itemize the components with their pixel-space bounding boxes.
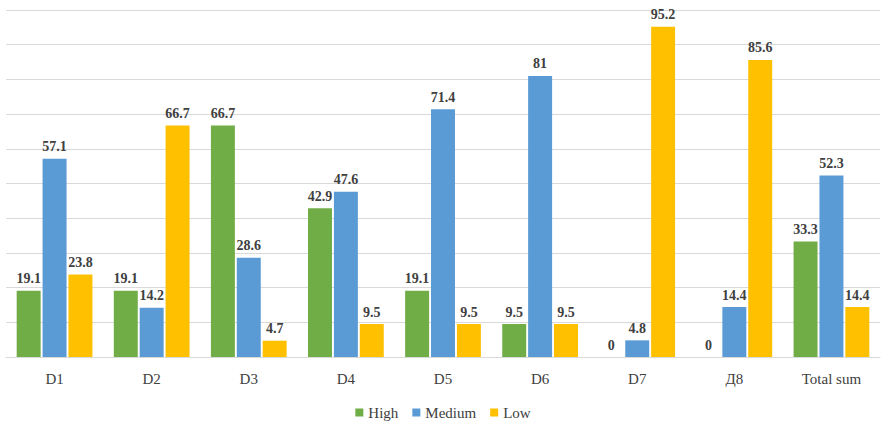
svg-text:Medium: Medium	[425, 405, 476, 421]
svg-text:14.4: 14.4	[845, 288, 870, 303]
svg-text:52.3: 52.3	[819, 156, 844, 171]
svg-text:Д8: Д8	[725, 371, 743, 387]
svg-text:D7: D7	[628, 371, 647, 387]
svg-text:19.1: 19.1	[405, 271, 430, 286]
svg-text:66.7: 66.7	[165, 106, 190, 121]
svg-text:95.2: 95.2	[651, 7, 676, 22]
svg-text:Total sum: Total sum	[802, 371, 862, 387]
svg-text:33.3: 33.3	[793, 222, 818, 237]
svg-text:4.7: 4.7	[266, 321, 284, 336]
svg-text:D5: D5	[434, 371, 452, 387]
svg-text:9.5: 9.5	[557, 305, 575, 320]
svg-text:85.6: 85.6	[748, 40, 773, 55]
svg-text:28.6: 28.6	[237, 238, 262, 253]
svg-text:19.1: 19.1	[114, 271, 138, 286]
svg-text:9.5: 9.5	[505, 305, 523, 320]
svg-text:D4: D4	[337, 371, 356, 387]
svg-text:57.1: 57.1	[42, 139, 67, 154]
svg-text:4.8: 4.8	[628, 321, 646, 336]
svg-text:19.1: 19.1	[16, 271, 41, 286]
svg-text:14.4: 14.4	[722, 288, 747, 303]
svg-text:23.8: 23.8	[68, 255, 93, 270]
svg-text:D2: D2	[142, 371, 160, 387]
svg-text:9.5: 9.5	[460, 305, 478, 320]
svg-text:0: 0	[608, 338, 615, 353]
svg-text:9.5: 9.5	[363, 305, 381, 320]
svg-text:0: 0	[705, 338, 712, 353]
svg-text:D6: D6	[531, 371, 550, 387]
svg-text:Low: Low	[503, 405, 531, 421]
svg-text:47.6: 47.6	[334, 172, 359, 187]
svg-text:42.9: 42.9	[308, 189, 333, 204]
svg-text:D3: D3	[240, 371, 258, 387]
svg-text:66.7: 66.7	[211, 106, 236, 121]
svg-text:71.4: 71.4	[431, 90, 456, 105]
svg-text:14.2: 14.2	[139, 288, 164, 303]
svg-text:High: High	[368, 405, 399, 421]
svg-text:81: 81	[533, 56, 547, 71]
svg-text:D1: D1	[45, 371, 63, 387]
